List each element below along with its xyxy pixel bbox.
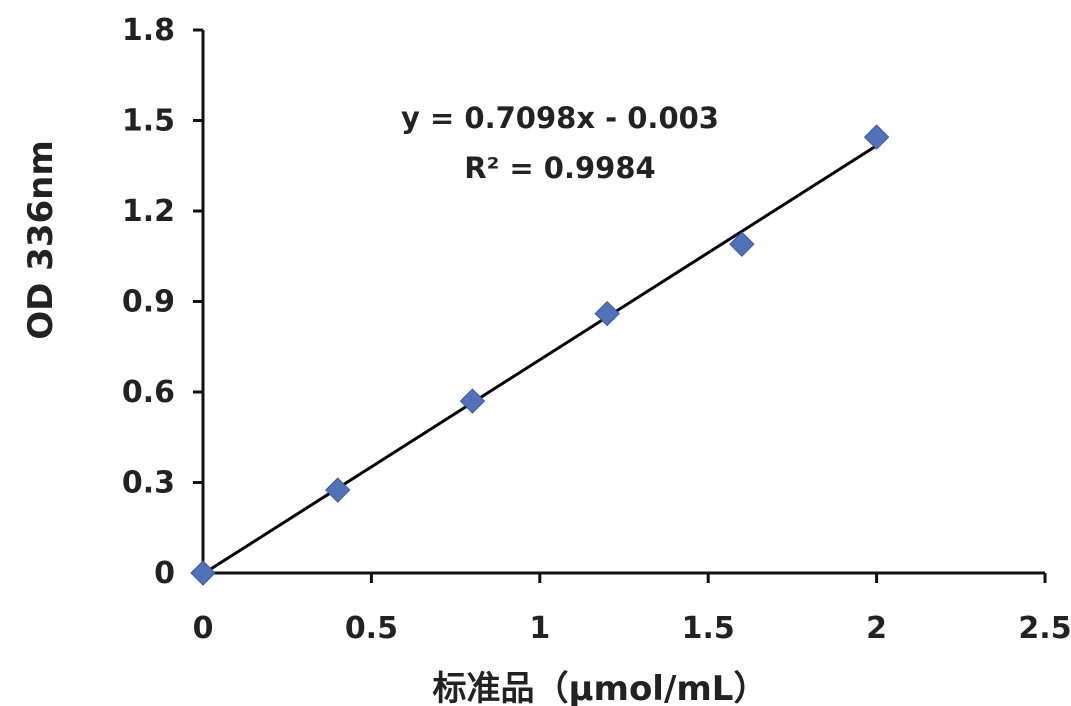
trendline bbox=[202, 144, 878, 576]
tick-labels: 0 0.3 0.6 0.9 1.2 1.5 1.8 0 0.5 1 1.5 2 2.5 bbox=[122, 13, 1071, 646]
x-tick-label: 0.5 bbox=[345, 611, 398, 646]
y-tick-label: 0.6 bbox=[122, 375, 175, 410]
y-axis-title: OD 336nm bbox=[21, 140, 61, 340]
x-tick-label: 1 bbox=[529, 611, 550, 646]
data-point-diamond bbox=[190, 560, 216, 586]
data-point-diamond bbox=[863, 124, 890, 150]
y-tick-label: 1.2 bbox=[122, 194, 175, 229]
data-point-diamond bbox=[729, 231, 755, 257]
r-squared-label: R² = 0.9984 bbox=[464, 151, 655, 185]
y-tick-label: 0.3 bbox=[122, 466, 175, 501]
y-tick-label: 0.9 bbox=[122, 285, 175, 320]
x-tick-label: 2 bbox=[866, 611, 887, 646]
x-tick-label: 1.5 bbox=[682, 611, 735, 646]
data-point-diamond bbox=[594, 300, 620, 327]
trendline-equation: y = 0.7098x - 0.003 bbox=[401, 101, 719, 135]
axes bbox=[193, 28, 1047, 583]
x-tick-label: 2.5 bbox=[1018, 611, 1071, 646]
x-axis-title: 标准品（μmol/mL） bbox=[433, 669, 768, 706]
x-tick-label: 0 bbox=[193, 611, 214, 646]
y-tick-label: 0 bbox=[154, 556, 175, 591]
y-tick-label: 1.8 bbox=[122, 13, 175, 48]
data-point-diamond bbox=[459, 388, 486, 414]
data-point-diamond bbox=[325, 477, 351, 503]
data-points bbox=[190, 124, 890, 586]
trendline-layer bbox=[202, 144, 878, 576]
y-tick-label: 1.5 bbox=[122, 104, 175, 139]
